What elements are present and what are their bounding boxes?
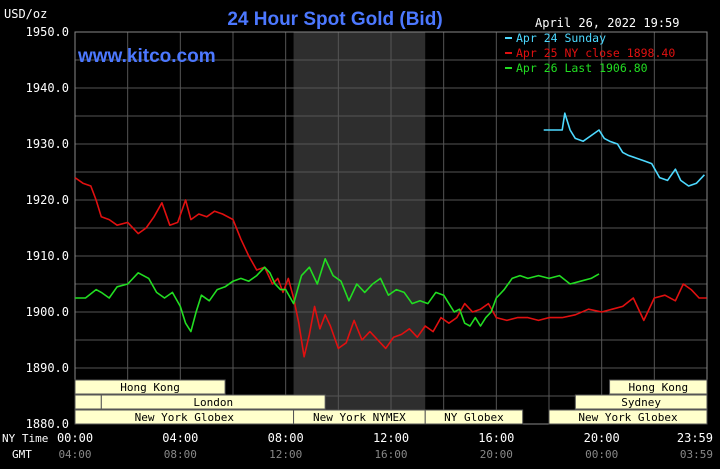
x-tick-label: 23:59 [677, 431, 713, 445]
legend-entry: Apr 26 Last 1906.80 [516, 61, 648, 75]
unit-label: USD/oz [4, 7, 47, 21]
session-band [424, 409, 524, 425]
session-band-label: Hong Kong [628, 381, 688, 394]
session-band [574, 394, 708, 410]
timestamp: April 26, 2022 19:59 [535, 16, 680, 30]
grid-lines [74, 31, 708, 425]
y-tick-label: 1920.0 [26, 193, 69, 207]
session-band [548, 409, 708, 425]
session-band [74, 379, 226, 395]
gmt-tick-label: 08:00 [164, 448, 197, 461]
session-band-label: New York Globex [135, 411, 235, 424]
gmt-tick-label: 00:00 [585, 448, 618, 461]
gmt-tick-label: 04:00 [58, 448, 91, 461]
x-tick-label: 08:00 [268, 431, 304, 445]
x-tick-label: 20:00 [584, 431, 620, 445]
market-session-bands: Hong Kong London New York Globex New York N… [74, 379, 708, 425]
session-band-label: Hong Kong [120, 381, 180, 394]
gmt-tick-label: 16:00 [374, 448, 407, 461]
watermark-text: www.kitco.com [77, 46, 216, 67]
y-tick-label: 1890.0 [26, 361, 69, 375]
session-band [100, 394, 326, 410]
gmt-tick-label: 20:00 [480, 448, 513, 461]
y-tick-label: 1900.0 [26, 305, 69, 319]
x-tick-label: 16:00 [478, 431, 514, 445]
legend-entry: Apr 24 Sunday [516, 31, 606, 45]
x-axis-tick-labels: 00:00 04:00 04:00 08:00 08:00 12:00 12:00 16:00… [57, 431, 713, 461]
ny-time-row-label: NY Time [2, 432, 48, 445]
session-band [74, 394, 102, 410]
x-tick-label: 00:00 [57, 431, 93, 445]
series-line [74, 176, 707, 358]
y-axis-tick-labels: 1950.0 1940.0 1930.0 1920.0 1910.0 1900.0 1890… [26, 25, 69, 431]
x-tick-label: 04:00 [162, 431, 198, 445]
session-band-label: London [193, 396, 233, 409]
price-series-lines [74, 112, 707, 358]
y-tick-label: 1910.0 [26, 249, 69, 263]
session-band-label: New York NYMEX [313, 411, 406, 424]
y-tick-label: 1940.0 [26, 81, 69, 95]
session-band-label: NY Globex [444, 411, 504, 424]
session-band [609, 379, 708, 395]
legend-entry: Apr 25 NY close 1898.40 [516, 46, 675, 60]
series-line [543, 112, 705, 187]
session-band-label: Sydney [621, 396, 661, 409]
chart-title: 24 Hour Spot Gold (Bid) [227, 9, 442, 30]
y-tick-label: 1950.0 [26, 25, 69, 39]
y-tick-label: 1930.0 [26, 137, 69, 151]
gmt-tick-label: 12:00 [269, 448, 302, 461]
gmt-tick-label: 03:59 [680, 448, 713, 461]
y-tick-label: 1880.0 [26, 417, 69, 431]
series-line [75, 257, 600, 333]
x-tick-label: 12:00 [373, 431, 409, 445]
gmt-row-label: GMT [12, 448, 32, 461]
session-band-label: New York Globex [578, 411, 678, 424]
